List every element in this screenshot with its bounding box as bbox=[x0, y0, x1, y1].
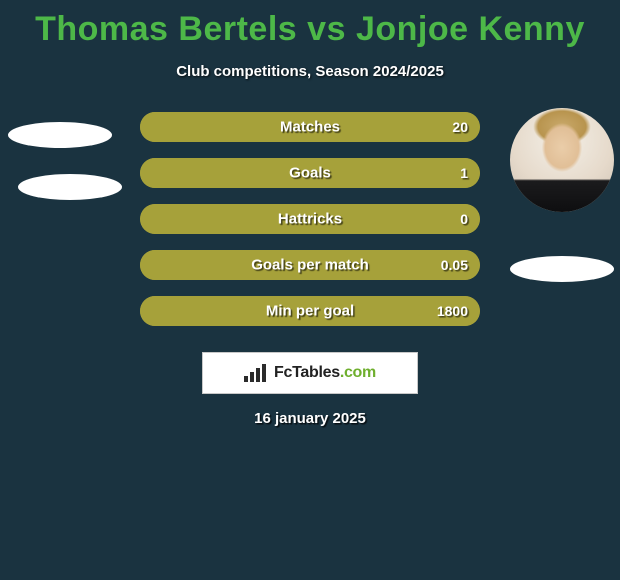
bar-left-fill bbox=[140, 112, 147, 142]
stat-row: Matches 20 bbox=[140, 112, 480, 142]
player2-avatar bbox=[510, 108, 614, 212]
stat-label: Goals per match bbox=[251, 257, 369, 274]
stat-label: Matches bbox=[280, 119, 340, 136]
subtitle: Club competitions, Season 2024/2025 bbox=[0, 63, 620, 80]
stat-value-right: 0.05 bbox=[441, 257, 468, 273]
bar-left-fill bbox=[140, 296, 147, 326]
stat-value-right: 1800 bbox=[437, 303, 468, 319]
comparison-title: Thomas Bertels vs Jonjoe Kenny bbox=[0, 0, 620, 49]
date-label: 16 january 2025 bbox=[254, 410, 366, 427]
stat-label: Goals bbox=[289, 165, 331, 182]
avatar-left-shadow bbox=[8, 122, 112, 148]
avatar-right-shadow bbox=[510, 256, 614, 282]
fctables-logo-icon bbox=[244, 364, 268, 382]
player1-name: Thomas Bertels bbox=[35, 10, 297, 48]
brand-domain: .com bbox=[340, 364, 376, 381]
stat-row: Hattricks 0 bbox=[140, 204, 480, 234]
bar-left-fill bbox=[140, 250, 147, 280]
bar-left-fill bbox=[140, 158, 147, 188]
avatar-left-shadow-2 bbox=[18, 174, 122, 200]
stat-row: Goals per match 0.05 bbox=[140, 250, 480, 280]
stat-bars: Matches 20 Goals 1 Hattricks 0 Goals per match… bbox=[140, 112, 480, 342]
stat-label: Hattricks bbox=[278, 211, 342, 228]
brand-box: FcTables.com bbox=[202, 352, 418, 394]
stat-label: Min per goal bbox=[266, 303, 354, 320]
stat-row: Min per goal 1800 bbox=[140, 296, 480, 326]
vs-label: vs bbox=[307, 10, 346, 48]
brand-text: FcTables.com bbox=[274, 364, 376, 382]
stat-value-right: 0 bbox=[460, 211, 468, 227]
stat-row: Goals 1 bbox=[140, 158, 480, 188]
stat-value-right: 20 bbox=[452, 119, 468, 135]
brand-name: FcTables bbox=[274, 364, 340, 381]
stat-value-right: 1 bbox=[460, 165, 468, 181]
player2-name: Jonjoe Kenny bbox=[356, 10, 585, 48]
